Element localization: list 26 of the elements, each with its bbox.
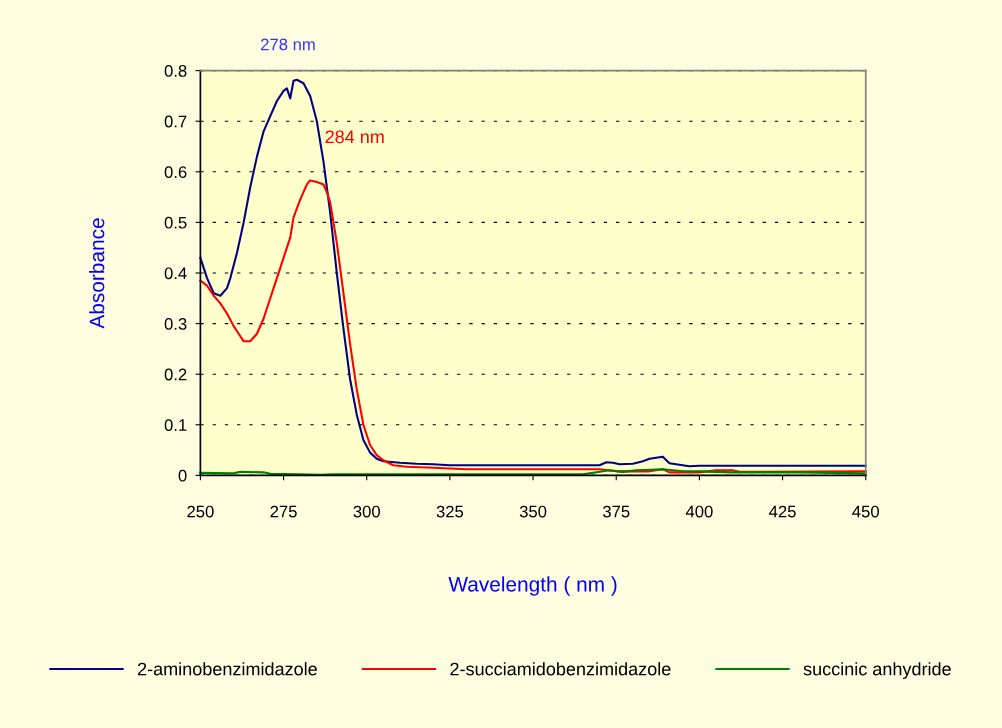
legend-label: 2-aminobenzimidazole [137,662,317,676]
x-tick-label: 375 [602,505,630,518]
y-tick-label: 0.8 [164,65,187,77]
x-tick-label: 350 [519,505,547,518]
x-tick-label: 425 [769,505,796,518]
y-tick-label: 0.5 [164,216,187,229]
annotation: 278 nm [261,38,315,51]
y-tick-label: 0.6 [164,166,187,179]
legend-label: succinic anhydride [803,662,951,679]
x-tick-label: 450 [852,505,879,518]
y-tick-label: 0.2 [164,368,187,381]
y-axis-title: Absorbance [89,218,105,329]
y-tick-label: 0.4 [164,267,187,280]
y-tick-label: 0 [178,469,187,482]
x-tick-label: 300 [353,505,380,518]
line-series [199,78,867,468]
y-tick-label: 0.7 [164,115,187,128]
y-tick-label: 0.3 [164,318,187,330]
x-tick-label: 275 [270,505,297,518]
x-tick-label: 400 [685,505,713,518]
y-tick-label: 0.1 [164,419,187,431]
x-tick-label: 250 [187,505,214,518]
x-axis-title: Wavelength ( nm ) [448,576,617,596]
legend-label: 2-succiamidobenzimidazole [450,662,671,676]
annotation: 284 nm [325,130,384,144]
x-tick-label: 325 [436,505,464,518]
